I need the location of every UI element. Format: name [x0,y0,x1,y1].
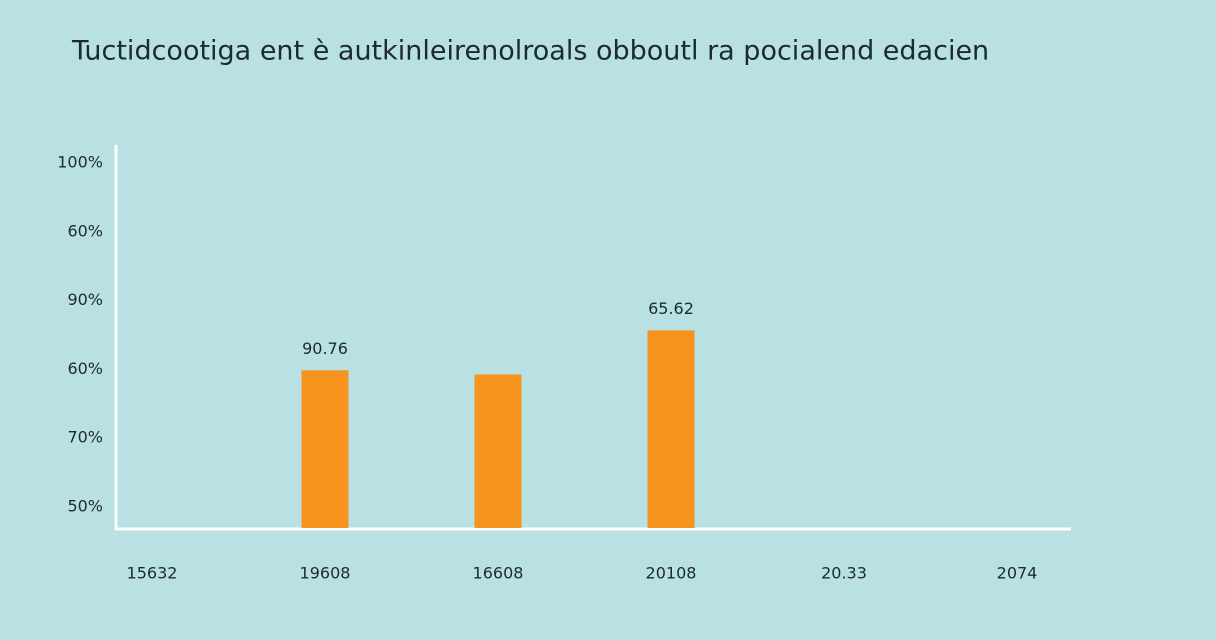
x-tick-label: 19608 [300,564,351,583]
x-tick-label: 16608 [473,564,524,583]
bar-annotation: 65.62 [648,299,694,318]
x-tick-label: 2074 [997,564,1038,583]
x-tick-label: 20.33 [821,564,867,583]
y-tick-label: 60% [67,359,103,378]
y-tick-label: 50% [67,497,103,516]
bar [474,374,522,528]
x-tick-label: 20108 [646,564,697,583]
y-tick-label: 60% [67,221,103,240]
y-tick-label: 100% [57,153,103,172]
y-tick-label: 70% [67,428,103,447]
chart-title: Tuctidcootiga ent è autkinleirenolroals … [71,36,989,67]
bar [301,370,349,528]
x-tick-label: 15632 [127,564,178,583]
y-tick-label: 90% [67,290,103,309]
bar [647,330,695,528]
bar-annotation: 90.76 [302,339,348,358]
